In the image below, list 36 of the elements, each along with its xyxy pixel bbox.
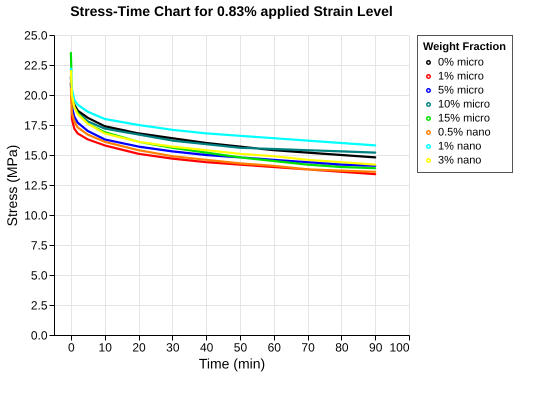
legend-label: 5% micro bbox=[438, 84, 484, 96]
x-tick-label: 10 bbox=[98, 340, 112, 354]
x-tick-label: 90 bbox=[369, 340, 383, 354]
y-tick-label: 12.5 bbox=[24, 178, 48, 192]
legend-label: 3% nano bbox=[438, 154, 482, 166]
line-series bbox=[70, 68, 376, 146]
legend-label: 1% nano bbox=[438, 140, 482, 152]
legend-label: 0% micro bbox=[438, 56, 484, 68]
line-series bbox=[70, 52, 376, 170]
x-tick-label: 40 bbox=[200, 340, 214, 354]
legend-label: 1% micro bbox=[438, 70, 484, 82]
y-tick-label: 2.5 bbox=[30, 298, 48, 312]
y-tick-label: 10.0 bbox=[24, 208, 48, 222]
x-tick-label: 30 bbox=[166, 340, 180, 354]
legend-label: 10% micro bbox=[438, 98, 490, 110]
y-tick-label: 0.0 bbox=[30, 328, 48, 342]
y-tick-label: 15.0 bbox=[24, 148, 48, 162]
legend-label: 0.5% nano bbox=[438, 126, 491, 138]
y-axis-title: Stress (MPa) bbox=[4, 144, 20, 226]
y-tick-label: 22.5 bbox=[24, 58, 48, 72]
x-tick-label: 80 bbox=[335, 340, 349, 354]
x-axis-title: Time (min) bbox=[198, 356, 266, 372]
x-tick-label: 0 bbox=[68, 340, 76, 354]
y-tick-label: 7.5 bbox=[30, 238, 48, 252]
x-tick-label: 20 bbox=[132, 340, 146, 354]
y-tick-label: 25.0 bbox=[24, 28, 48, 42]
legend-title: Weight Fraction bbox=[423, 41, 506, 53]
y-tick-label: 5.0 bbox=[30, 268, 48, 282]
legend-label: 15% micro bbox=[438, 112, 490, 124]
y-tick-label: 20.0 bbox=[24, 88, 48, 102]
x-tick-label: 100 bbox=[389, 340, 410, 354]
chart-title: Stress-Time Chart for 0.83% applied Strain Level bbox=[70, 3, 393, 19]
y-tick-label: 17.5 bbox=[24, 118, 48, 132]
x-tick-label: 50 bbox=[234, 340, 248, 354]
x-tick-label: 60 bbox=[268, 340, 282, 354]
x-tick-label: 70 bbox=[301, 340, 316, 354]
